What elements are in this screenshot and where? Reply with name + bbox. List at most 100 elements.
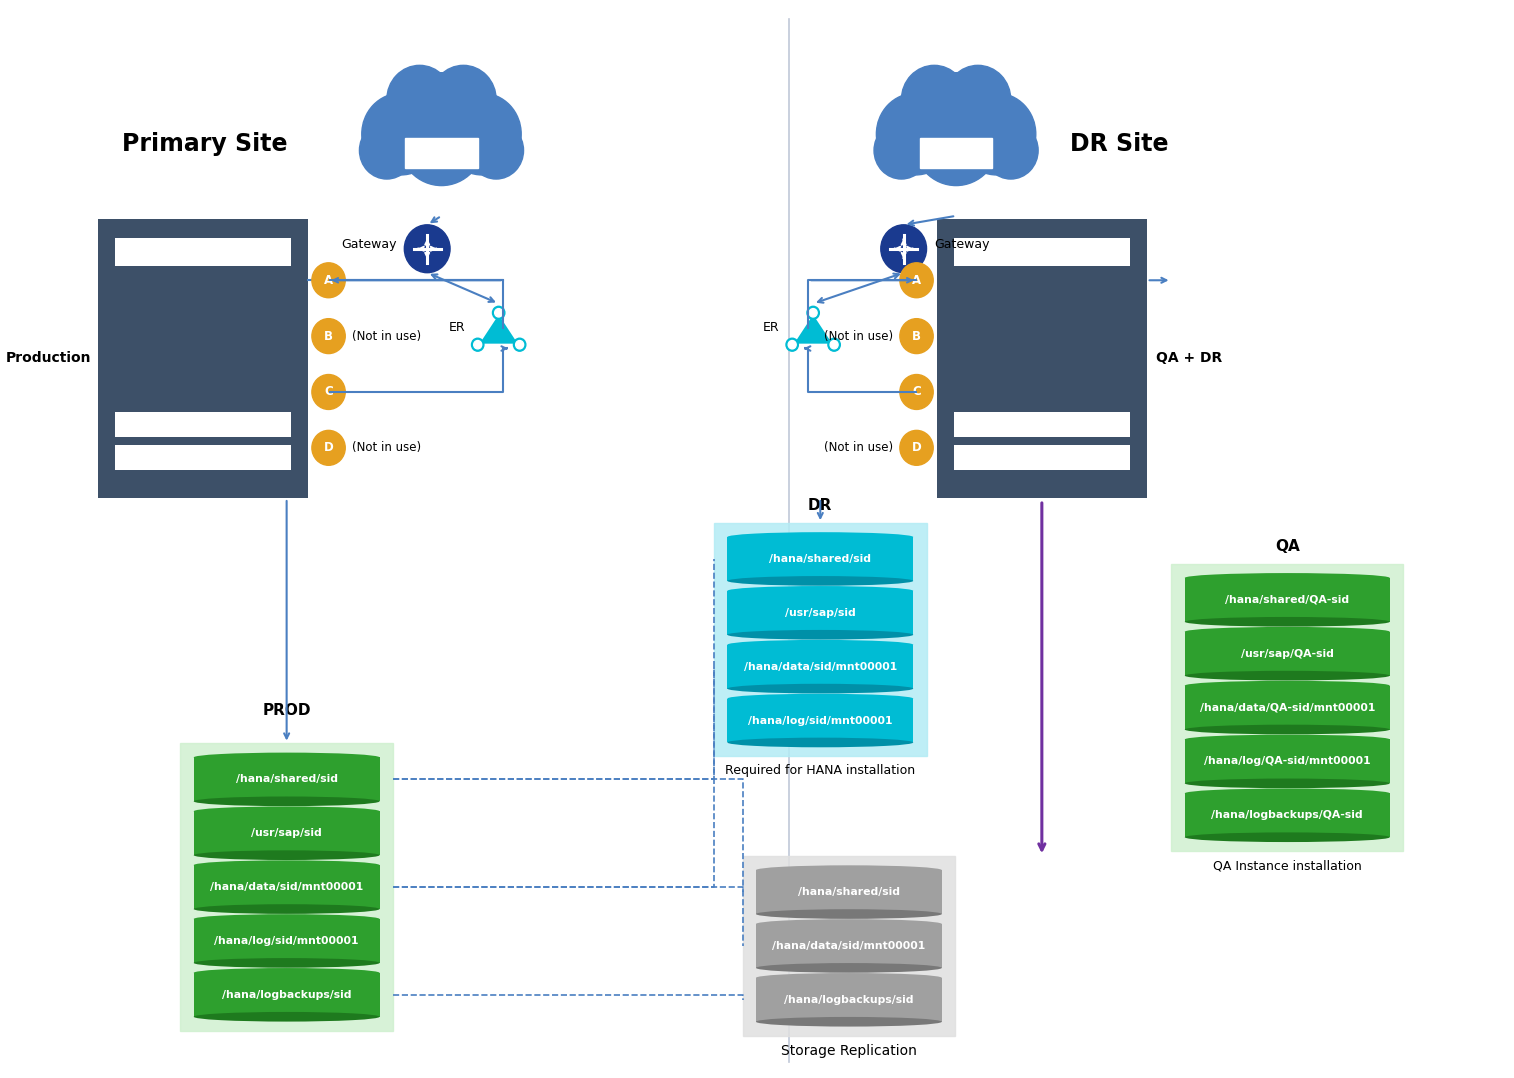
Text: Primary Site: Primary Site: [123, 132, 288, 156]
Text: /hana/shared/sid: /hana/shared/sid: [769, 554, 871, 564]
Ellipse shape: [755, 920, 942, 929]
Circle shape: [808, 308, 818, 317]
Text: VNET: VNET: [422, 147, 462, 160]
Text: ER: ER: [448, 321, 465, 334]
FancyBboxPatch shape: [727, 645, 913, 689]
Text: (Not in use): (Not in use): [824, 441, 893, 454]
Text: /hana/logbackups/sid: /hana/logbackups/sid: [784, 995, 913, 1005]
FancyBboxPatch shape: [1185, 578, 1390, 622]
Ellipse shape: [727, 576, 913, 585]
Ellipse shape: [1185, 617, 1390, 626]
Text: /usr/sap/sid: /usr/sap/sid: [251, 828, 322, 839]
Ellipse shape: [727, 586, 913, 596]
Circle shape: [958, 93, 1036, 175]
FancyBboxPatch shape: [755, 870, 942, 914]
Ellipse shape: [755, 1017, 942, 1026]
Ellipse shape: [1185, 778, 1390, 788]
Circle shape: [830, 341, 839, 349]
FancyBboxPatch shape: [406, 138, 477, 168]
Ellipse shape: [1185, 627, 1390, 637]
Circle shape: [828, 338, 840, 351]
Text: /hana/data/sid/mnt00001: /hana/data/sid/mnt00001: [210, 882, 363, 893]
Circle shape: [789, 341, 796, 349]
Text: ER: ER: [763, 321, 780, 334]
FancyBboxPatch shape: [937, 219, 1146, 498]
Ellipse shape: [755, 973, 942, 983]
FancyBboxPatch shape: [194, 866, 380, 909]
FancyBboxPatch shape: [194, 972, 380, 1017]
Text: Storage Replication: Storage Replication: [781, 1044, 917, 1058]
Ellipse shape: [727, 640, 913, 650]
Circle shape: [901, 66, 967, 134]
Circle shape: [913, 96, 999, 185]
Circle shape: [386, 66, 453, 134]
Text: /hana/log/sid/mnt00001: /hana/log/sid/mnt00001: [748, 716, 893, 725]
Ellipse shape: [727, 630, 913, 639]
Text: /hana/log/QA-sid/mnt00001: /hana/log/QA-sid/mnt00001: [1204, 757, 1370, 766]
Ellipse shape: [194, 806, 380, 816]
FancyBboxPatch shape: [115, 412, 291, 437]
Text: A: A: [324, 274, 333, 287]
Text: /usr/sap/sid: /usr/sap/sid: [784, 608, 855, 618]
Ellipse shape: [755, 963, 942, 972]
Circle shape: [881, 225, 927, 273]
Text: /hana/data/QA-sid/mnt00001: /hana/data/QA-sid/mnt00001: [1199, 703, 1375, 713]
Circle shape: [359, 122, 415, 179]
Text: QA + DR: QA + DR: [1157, 351, 1222, 365]
FancyBboxPatch shape: [1185, 632, 1390, 676]
FancyBboxPatch shape: [1185, 740, 1390, 784]
FancyBboxPatch shape: [194, 812, 380, 855]
Ellipse shape: [194, 1012, 380, 1022]
Ellipse shape: [194, 851, 380, 860]
Text: D: D: [911, 441, 922, 454]
FancyBboxPatch shape: [194, 758, 380, 801]
Ellipse shape: [194, 860, 380, 870]
FancyBboxPatch shape: [715, 523, 927, 757]
Ellipse shape: [1185, 832, 1390, 842]
Circle shape: [444, 93, 521, 175]
Circle shape: [430, 66, 497, 134]
Circle shape: [899, 319, 933, 354]
Circle shape: [874, 122, 928, 179]
Circle shape: [807, 306, 819, 319]
FancyBboxPatch shape: [180, 744, 394, 1031]
Text: VNET: VNET: [936, 147, 977, 160]
Ellipse shape: [727, 694, 913, 704]
FancyBboxPatch shape: [98, 219, 307, 498]
FancyBboxPatch shape: [727, 591, 913, 635]
Ellipse shape: [727, 533, 913, 542]
FancyBboxPatch shape: [194, 920, 380, 963]
Polygon shape: [478, 313, 519, 345]
FancyBboxPatch shape: [755, 978, 942, 1022]
Circle shape: [905, 72, 1007, 179]
Text: /hana/shared/QA-sid: /hana/shared/QA-sid: [1225, 595, 1349, 605]
Text: QA Instance installation: QA Instance installation: [1213, 859, 1361, 872]
Circle shape: [391, 72, 492, 179]
Circle shape: [899, 374, 933, 410]
Text: DR: DR: [808, 498, 833, 513]
Text: DR Site: DR Site: [1070, 132, 1169, 156]
FancyBboxPatch shape: [954, 412, 1129, 437]
Circle shape: [877, 93, 954, 175]
Text: (Not in use): (Not in use): [351, 441, 421, 454]
Circle shape: [899, 263, 933, 298]
FancyBboxPatch shape: [1185, 793, 1390, 838]
Text: /usr/sap/QA-sid: /usr/sap/QA-sid: [1241, 649, 1334, 659]
Circle shape: [404, 225, 450, 273]
Ellipse shape: [1185, 734, 1390, 744]
Text: Gateway: Gateway: [934, 238, 990, 251]
Ellipse shape: [1185, 788, 1390, 798]
Circle shape: [471, 338, 484, 351]
Text: (Not in use): (Not in use): [824, 330, 893, 343]
Ellipse shape: [194, 958, 380, 968]
Ellipse shape: [1185, 724, 1390, 734]
Text: (Not in use): (Not in use): [351, 330, 421, 343]
Text: Required for HANA installation: Required for HANA installation: [725, 764, 916, 777]
Text: PROD: PROD: [262, 703, 310, 718]
Text: B: B: [911, 330, 921, 343]
Ellipse shape: [755, 909, 942, 918]
Circle shape: [786, 338, 798, 351]
Text: /hana/data/sid/mnt00001: /hana/data/sid/mnt00001: [772, 941, 925, 951]
Circle shape: [312, 374, 345, 410]
Text: /hana/data/sid/mnt00001: /hana/data/sid/mnt00001: [743, 662, 896, 672]
